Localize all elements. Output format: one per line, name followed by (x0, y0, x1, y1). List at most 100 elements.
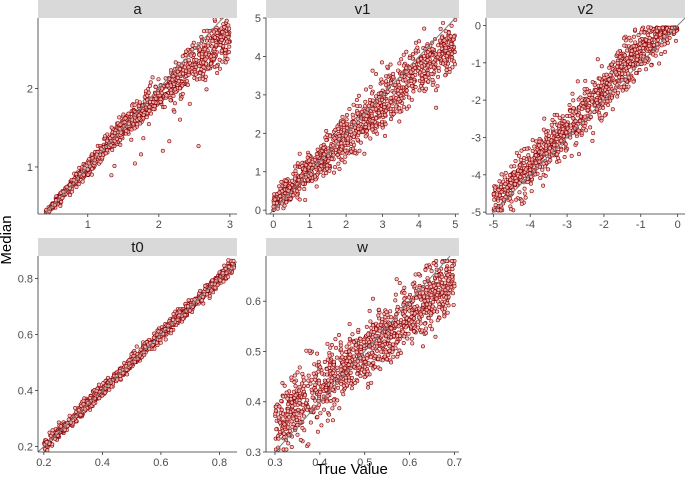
data-point (297, 186, 302, 191)
data-point (343, 154, 348, 159)
data-point (568, 108, 573, 113)
data-point (660, 25, 665, 30)
data-point (132, 161, 137, 166)
data-point (452, 62, 457, 67)
data-point (99, 147, 104, 152)
data-point (622, 61, 627, 66)
data-point (281, 394, 286, 399)
data-point (562, 155, 567, 160)
data-point (127, 358, 132, 363)
data-point (493, 185, 498, 190)
y-tick-label: -4 (471, 170, 481, 182)
data-point (363, 125, 368, 130)
data-point (182, 313, 187, 318)
data-point (442, 38, 447, 43)
data-point (372, 364, 377, 369)
data-point (312, 158, 317, 163)
data-point (366, 103, 371, 108)
data-point (310, 178, 315, 183)
data-point (653, 53, 658, 58)
data-point (328, 134, 333, 139)
data-point (546, 133, 551, 138)
data-point (563, 142, 568, 147)
data-point (342, 160, 347, 165)
data-point (595, 91, 600, 96)
data-point (391, 75, 396, 80)
identity-line (44, 17, 224, 215)
data-point (302, 414, 307, 419)
points (271, 18, 458, 213)
data-point (110, 147, 115, 152)
data-point (276, 415, 281, 420)
y-axis-title: Median (0, 215, 15, 264)
data-point (578, 118, 583, 123)
data-point (321, 145, 326, 150)
data-point (62, 427, 67, 432)
data-point (217, 66, 222, 71)
data-point (45, 448, 50, 452)
data-point (135, 122, 140, 127)
data-point (616, 90, 621, 95)
data-point (665, 37, 670, 42)
data-point (81, 398, 86, 403)
data-point (288, 196, 293, 201)
data-point (634, 50, 639, 55)
data-point (584, 128, 589, 133)
data-point (184, 49, 189, 54)
data-point (410, 74, 415, 79)
data-point (530, 157, 535, 162)
data-point (226, 35, 231, 40)
data-point (406, 331, 411, 336)
data-point (655, 38, 660, 43)
data-point (180, 91, 185, 96)
data-point (547, 146, 552, 151)
data-point (364, 324, 369, 329)
data-point (60, 196, 65, 201)
data-point (491, 192, 496, 197)
data-point (303, 197, 308, 202)
data-point (53, 436, 58, 441)
data-point (186, 298, 191, 303)
data-point (429, 269, 434, 274)
data-point (442, 58, 447, 63)
data-point (517, 190, 522, 195)
data-point (382, 105, 387, 110)
data-point (223, 266, 228, 271)
data-point (132, 126, 137, 131)
data-point (573, 119, 578, 124)
data-point (152, 339, 157, 344)
data-point (280, 381, 285, 386)
x-tick-label: 2 (156, 219, 162, 231)
data-point (434, 259, 439, 264)
x-tick-label: 0.2 (36, 457, 51, 469)
data-point (344, 125, 349, 130)
data-point (392, 90, 397, 95)
data-point (217, 57, 222, 62)
data-point (451, 34, 456, 39)
data-point (493, 203, 498, 208)
data-point (196, 144, 201, 149)
data-point (620, 71, 625, 76)
data-point (345, 136, 350, 141)
data-point (103, 151, 108, 156)
data-point (365, 107, 370, 112)
data-point (582, 114, 587, 119)
data-point (574, 109, 579, 114)
data-point (575, 113, 580, 118)
data-point (446, 51, 451, 56)
x-tick-label: 1 (85, 219, 91, 231)
data-point (162, 105, 167, 110)
data-point (370, 118, 375, 123)
data-point (585, 108, 590, 113)
data-point (539, 150, 544, 155)
data-point (413, 85, 418, 90)
data-point (344, 112, 349, 117)
data-point (633, 27, 638, 32)
data-point (315, 415, 320, 420)
data-point (117, 126, 122, 131)
data-point (425, 49, 430, 54)
data-point (635, 54, 640, 59)
data-point (568, 135, 573, 140)
data-point (411, 89, 416, 94)
